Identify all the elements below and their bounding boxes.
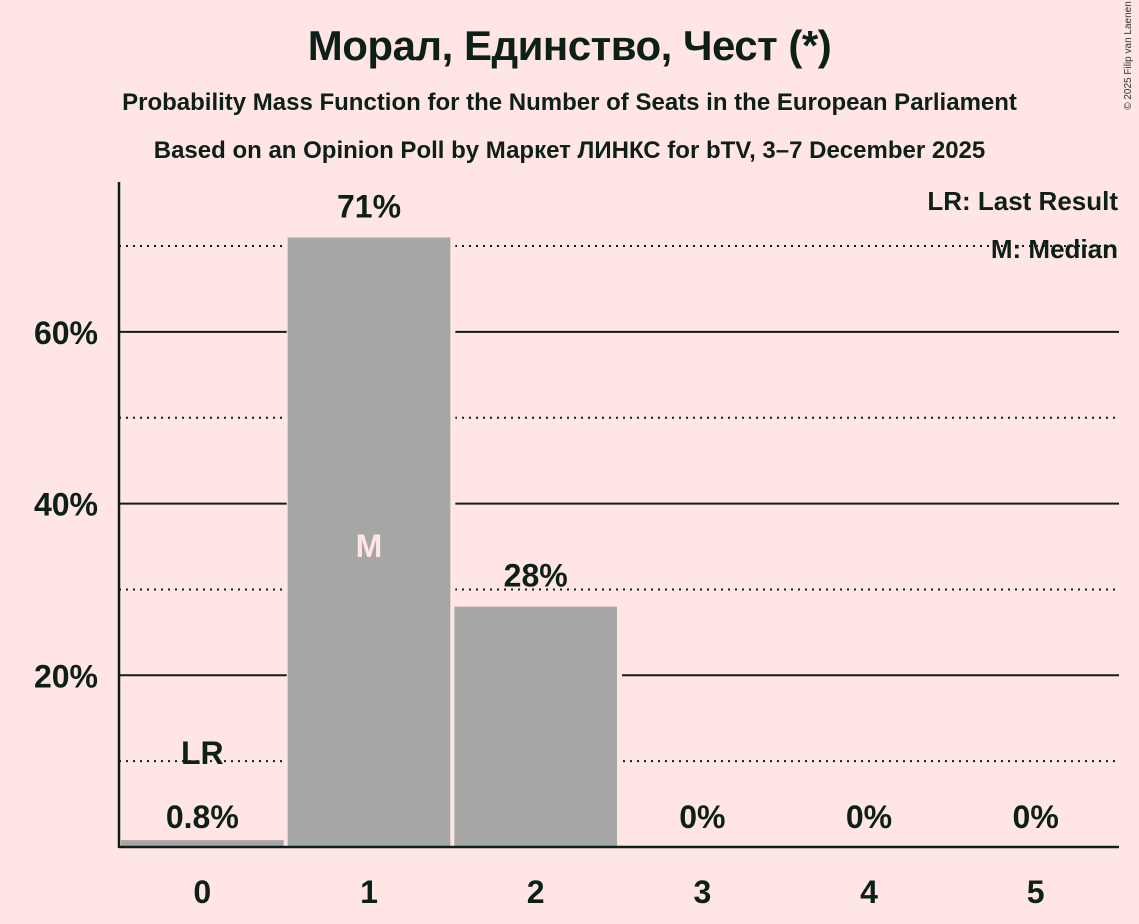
legend-median: M: Median bbox=[991, 234, 1118, 264]
median-marker: M bbox=[356, 528, 383, 564]
value-label: 28% bbox=[504, 558, 568, 594]
y-tick-label: 20% bbox=[34, 658, 98, 694]
value-label: 0% bbox=[846, 799, 892, 835]
x-tick-label: 4 bbox=[860, 874, 878, 910]
bar-2 bbox=[454, 606, 618, 847]
y-tick-label: 40% bbox=[34, 487, 98, 523]
value-label: 0% bbox=[1013, 799, 1059, 835]
x-tick-label: 5 bbox=[1027, 874, 1045, 910]
y-tick-label: 60% bbox=[34, 315, 98, 351]
bar-0 bbox=[121, 840, 284, 847]
last-result-marker: LR bbox=[181, 735, 224, 771]
chart-title: Морал, Единство, Чест (*) bbox=[307, 22, 832, 69]
chart-subtitle: Probability Mass Function for the Number… bbox=[122, 89, 1017, 116]
x-tick-label: 1 bbox=[360, 874, 378, 910]
x-tick-label: 3 bbox=[693, 874, 711, 910]
chart-source: Based on an Opinion Poll by Маркет ЛИНКС… bbox=[153, 137, 986, 164]
value-label: 0.8% bbox=[166, 799, 239, 835]
bar-1 bbox=[287, 237, 451, 848]
x-tick-label: 2 bbox=[527, 874, 545, 910]
x-tick-label: 0 bbox=[193, 874, 211, 910]
value-label: 0% bbox=[679, 799, 725, 835]
value-label: 71% bbox=[337, 188, 401, 224]
legend-last-result: LR: Last Result bbox=[927, 186, 1118, 216]
